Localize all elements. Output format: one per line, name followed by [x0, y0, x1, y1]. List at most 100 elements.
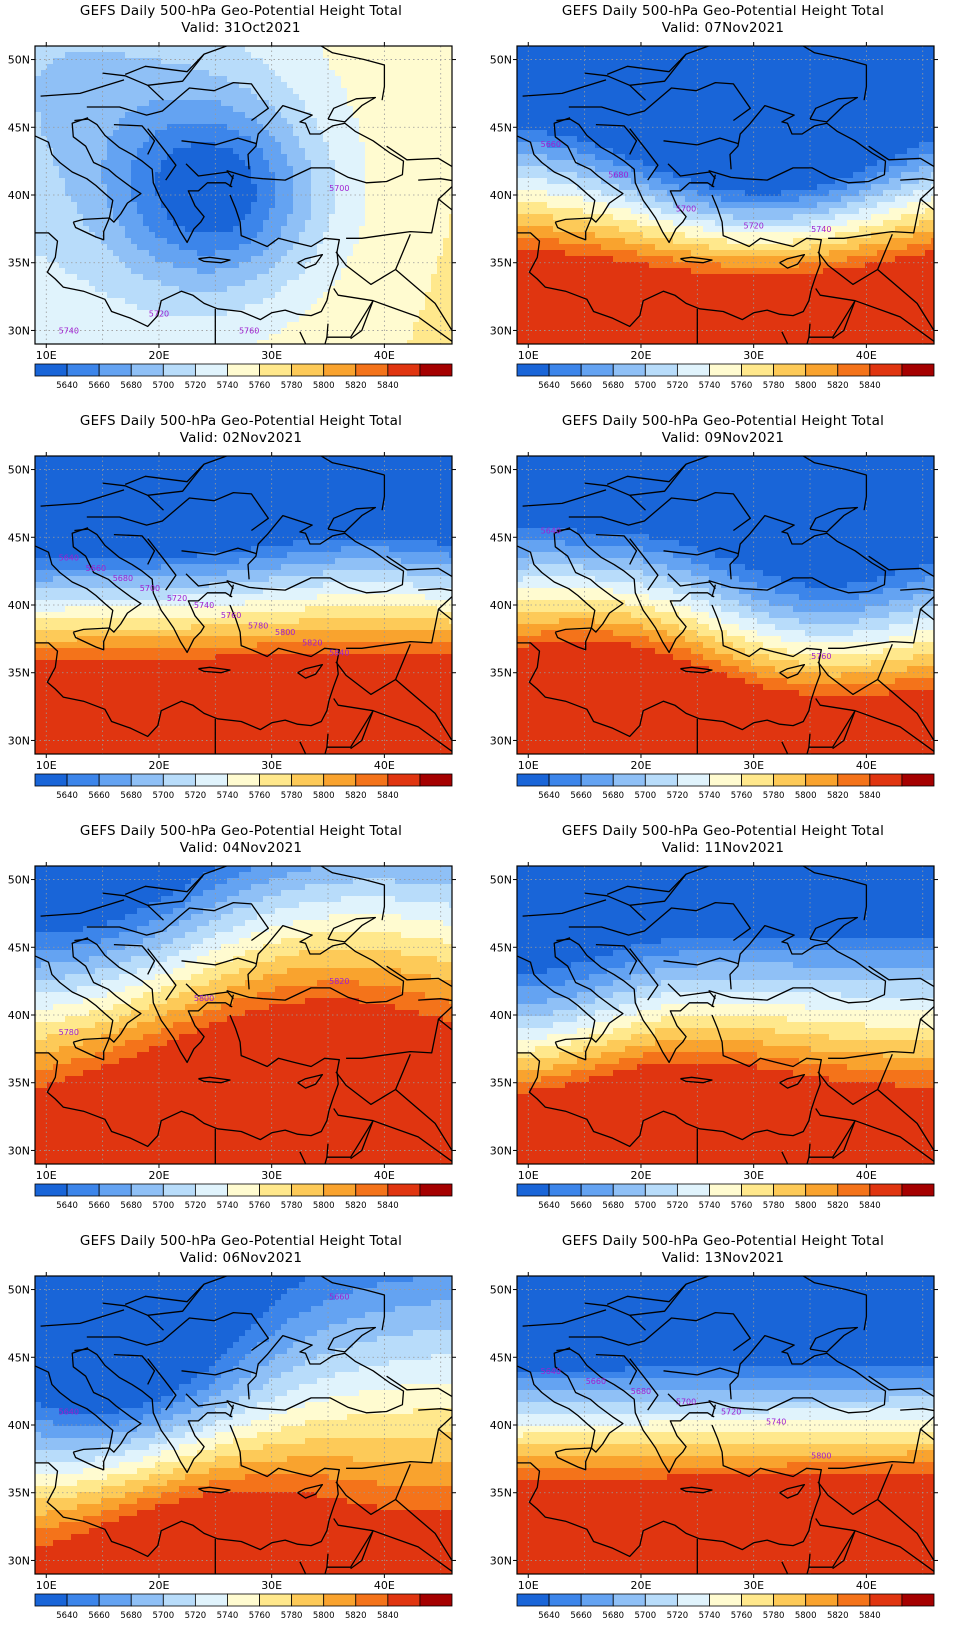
- colorbar-swatch: [323, 773, 357, 787]
- contour-labels: 5640 5660: [59, 1292, 350, 1416]
- colorbar-label: 5680: [120, 381, 142, 391]
- contour-label: 5760: [239, 326, 259, 335]
- colorbar: 5640 5660 5680 5700 5720 5740 5760 5780 5800 5820…: [516, 1183, 935, 1211]
- colorbar-label: 5800: [313, 1201, 335, 1211]
- lon-tick-label: 20E: [630, 1169, 651, 1182]
- colorbar-label: 5840: [859, 791, 881, 801]
- coastlines: [35, 1276, 452, 1574]
- graticule: [35, 456, 452, 754]
- colorbar-label: 5820: [345, 1611, 367, 1621]
- height-field: [35, 456, 452, 754]
- panel-title-text: GEFS Daily 500-hPa Geo-Potential Height …: [482, 1233, 964, 1250]
- coastlines: [517, 46, 934, 344]
- lat-tick-label: 30N: [8, 734, 30, 747]
- colorbar-swatch: [34, 1183, 68, 1197]
- panel-title-text: GEFS Daily 500-hPa Geo-Potential Height …: [482, 413, 964, 430]
- colorbar-label: 5680: [120, 791, 142, 801]
- contour-label: 5640: [541, 527, 561, 536]
- height-field: [517, 1276, 934, 1574]
- contour-label: 5680: [631, 1387, 651, 1396]
- contour-label: 5700: [329, 184, 349, 193]
- colorbar: 5640 5660 5680 5700 5720 5740 5760 5780 5800 5820…: [516, 1593, 935, 1621]
- lon-tick-label: 30E: [743, 349, 764, 362]
- panel-title-text: GEFS Daily 500-hPa Geo-Potential Height …: [0, 1233, 482, 1250]
- lat-tick-label: 30N: [490, 734, 512, 747]
- colorbar-swatch: [130, 363, 164, 377]
- panel-valid-date: Valid: 11Nov2021: [482, 840, 964, 857]
- contour-label: 5700: [140, 584, 160, 593]
- colorbar-label: 5820: [827, 1611, 849, 1621]
- colorbar-label: 5680: [602, 791, 624, 801]
- contour-labels: 5780 5800 5820: [59, 977, 350, 1037]
- map-svg: 5640 5660 5680 5700 5720 5740 5760 5780 5800 5820…: [8, 452, 456, 801]
- contour-label: 5660: [86, 564, 106, 573]
- map-panel: GEFS Daily 500-hPa Geo-Potential Height …: [0, 410, 482, 820]
- contour-label: 5740: [59, 326, 79, 335]
- lon-tick-label: 10E: [518, 759, 539, 772]
- lat-tick-label: 45N: [8, 121, 30, 134]
- colorbar-label: 5800: [313, 381, 335, 391]
- panel-valid-date: Valid: 31Oct2021: [0, 20, 482, 37]
- colorbar-swatch: [387, 1593, 421, 1607]
- colorbar-swatch: [419, 363, 453, 377]
- colorbar-swatch: [355, 1183, 389, 1197]
- colorbar-swatch: [162, 773, 196, 787]
- colorbar-swatch: [162, 363, 196, 377]
- colorbar-label: 5660: [88, 791, 110, 801]
- lon-tick-label: 40E: [374, 1169, 395, 1182]
- colorbar-label: 5720: [667, 1611, 689, 1621]
- colorbar-swatch: [98, 1183, 132, 1197]
- lon-tick-label: 30E: [743, 1579, 764, 1592]
- lat-tick-label: 40N: [8, 599, 30, 612]
- panel-title: GEFS Daily 500-hPa Geo-Potential Height …: [482, 1233, 964, 1267]
- lat-tick-label: 50N: [8, 874, 30, 887]
- colorbar-swatch: [194, 1183, 228, 1197]
- colorbar-swatch: [66, 363, 100, 377]
- colorbar-swatch: [34, 1593, 68, 1607]
- colorbar-swatch: [837, 1183, 871, 1197]
- colorbar-swatch: [98, 773, 132, 787]
- colorbar-label: 5840: [377, 1201, 399, 1211]
- colorbar-swatch: [227, 1183, 260, 1197]
- colorbar-label: 5700: [634, 1611, 656, 1621]
- contour-label: 5740: [811, 225, 831, 234]
- colorbar-swatch: [869, 1183, 903, 1197]
- contour-label: 5800: [194, 994, 214, 1003]
- panel-title-text: GEFS Daily 500-hPa Geo-Potential Height …: [0, 823, 482, 840]
- colorbar-swatch: [901, 1593, 935, 1607]
- lon-tick-label: 20E: [148, 1579, 169, 1592]
- lat-tick-label: 50N: [8, 1284, 30, 1297]
- lat-tick-label: 45N: [490, 1351, 512, 1364]
- panel-valid-date: Valid: 06Nov2021: [0, 1250, 482, 1267]
- height-field: [517, 866, 934, 1164]
- colorbar-label: 5840: [377, 1611, 399, 1621]
- colorbar-swatch: [419, 1593, 453, 1607]
- coastlines: [35, 866, 452, 1164]
- lon-tick-label: 20E: [148, 349, 169, 362]
- lat-tick-label: 40N: [490, 189, 512, 202]
- map-panel: GEFS Daily 500-hPa Geo-Potential Height …: [0, 820, 482, 1230]
- lat-tick-label: 45N: [490, 121, 512, 134]
- colorbar-label: 5640: [56, 1611, 78, 1621]
- map-panel: GEFS Daily 500-hPa Geo-Potential Height …: [0, 0, 482, 410]
- contour-label: 5820: [329, 977, 349, 986]
- colorbar-label: 5760: [249, 791, 271, 801]
- colorbar-swatch: [741, 363, 775, 377]
- colorbar-label: 5740: [217, 1611, 239, 1621]
- lon-tick-label: 20E: [148, 759, 169, 772]
- lat-tick-label: 45N: [8, 531, 30, 544]
- colorbar-label: 5780: [763, 1201, 785, 1211]
- colorbar-label: 5780: [763, 381, 785, 391]
- contour-label: 5780: [248, 621, 268, 630]
- lon-tick-label: 10E: [36, 759, 57, 772]
- contour-label: 5720: [721, 1407, 741, 1416]
- lat-tick-label: 50N: [490, 54, 512, 67]
- lon-tick-label: 20E: [630, 1579, 651, 1592]
- contour-labels: 5640 5660 5680 5700 5720 5740 5760 5780 5800 5820…: [59, 554, 350, 658]
- lat-tick-label: 40N: [8, 1009, 30, 1022]
- lat-tick-label: 35N: [490, 1487, 512, 1500]
- lon-tick-label: 30E: [261, 1169, 282, 1182]
- colorbar-swatch: [355, 1593, 389, 1607]
- colorbar-label: 5720: [185, 1201, 207, 1211]
